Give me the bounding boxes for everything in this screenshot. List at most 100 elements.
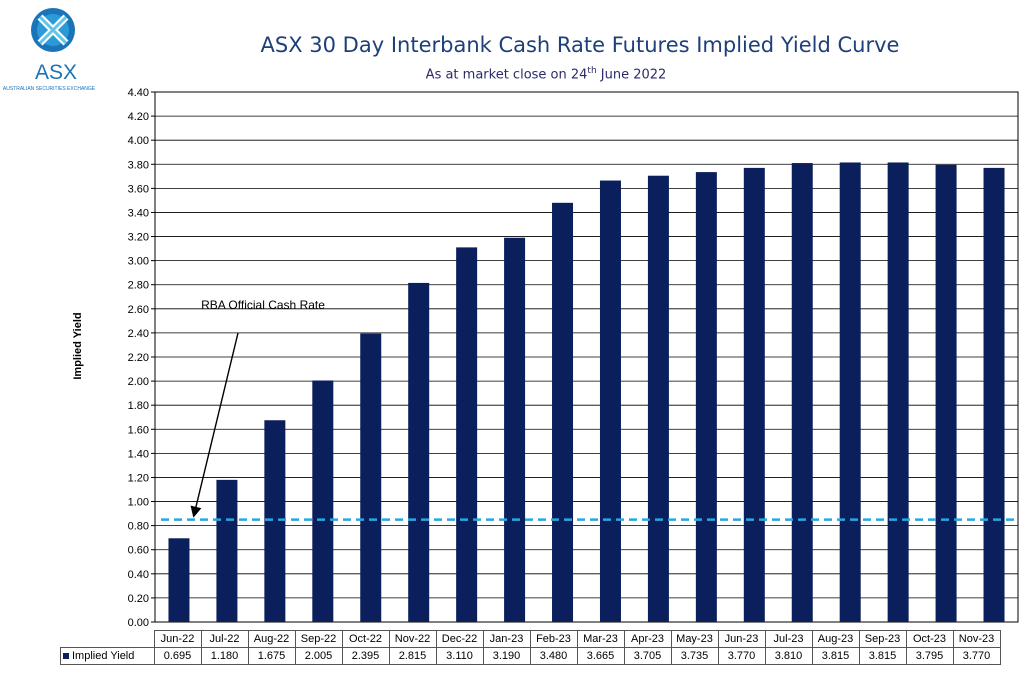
bar-nov-22 [408, 282, 430, 622]
chart-subtitle: As at market close on 24th June 2022 [150, 66, 942, 82]
y-tick-label: 2.60 [128, 304, 149, 316]
asx-logo: ASX AUSTRALIAN SECURITIES EXCHANGE [3, 8, 96, 92]
y-tick-label: 4.20 [128, 111, 149, 123]
bar-mar-23 [599, 180, 621, 622]
bar-aug-22 [264, 420, 286, 622]
data-table-value: 3.665 [576, 647, 625, 665]
bar-may-23 [695, 172, 717, 622]
gridlines [155, 115, 1018, 599]
y-tick-label: 2.20 [128, 352, 149, 364]
y-axis-ticks: 0.00 0.20 0.40 0.60 0.80 1.00 1.20 1.40 1.60 1.80… [128, 87, 155, 629]
logo-tagline: AUSTRALIAN SECURITIES EXCHANGE [3, 86, 96, 92]
legend-entry: Implied Yield [60, 647, 155, 665]
bar-dec-22 [456, 247, 478, 623]
y-tick-label: 3.00 [128, 256, 149, 268]
bar-jan-23 [504, 237, 526, 622]
legend-swatch [63, 653, 69, 660]
data-table-category: Sep-22 [294, 630, 343, 648]
data-table-category: May-23 [670, 630, 719, 648]
data-table-value: 3.770 [717, 647, 766, 665]
y-tick-label: 0.40 [128, 569, 149, 581]
y-tick-label: 3.40 [128, 207, 149, 219]
data-table-value: 3.480 [529, 647, 578, 665]
data-table-category: Jun-22 [153, 630, 202, 648]
data-table-category: Oct-23 [905, 630, 954, 648]
bar-sep-22 [312, 380, 334, 622]
logo-cross-inner [38, 15, 68, 45]
subtitle-suffix: June 2022 [596, 67, 667, 83]
data-table-value: 3.705 [623, 647, 672, 665]
y-tick-label: 0.20 [128, 593, 149, 605]
data-table-value: 3.815 [858, 647, 907, 665]
data-table-value: 2.005 [294, 647, 343, 665]
y-tick-label: 1.80 [128, 400, 149, 412]
y-tick-label: 3.60 [128, 183, 149, 195]
bar-oct-23 [935, 164, 957, 622]
data-table-value: 1.180 [200, 647, 249, 665]
chart-title: ASX 30 Day Interbank Cash Rate Futures I… [260, 33, 900, 57]
data-table-category: Jun-23 [717, 630, 766, 648]
y-tick-label: 2.80 [128, 280, 149, 292]
y-tick-label: 0.80 [128, 521, 149, 533]
bar-jun-23 [743, 167, 765, 623]
data-table-value: 0.695 [153, 647, 202, 665]
y-tick-label: 1.40 [128, 448, 149, 460]
y-tick-label: 1.60 [128, 424, 149, 436]
data-table-value: 2.395 [341, 647, 390, 665]
bar-nov-23 [983, 167, 1005, 623]
legend-label: Implied Yield [72, 650, 135, 662]
data-table-category: Dec-22 [435, 630, 484, 648]
y-tick-label: 1.00 [128, 497, 149, 509]
data-table-header-row: Jun-22 Jul-22 Aug-22 Sep-22 Oct-22 Nov-22 Dec-… [60, 630, 1001, 648]
y-tick-label: 3.20 [128, 232, 149, 244]
bar-oct-22 [360, 333, 382, 622]
annotation-arrow [190, 332, 239, 518]
bars [168, 162, 1005, 623]
y-tick-label: 0.00 [128, 617, 149, 629]
annotation-label: RBA Official Cash Rate [201, 298, 325, 312]
y-tick-label: 2.40 [128, 328, 149, 340]
data-table-value: 3.795 [905, 647, 954, 665]
data-table-value: 3.770 [952, 647, 1001, 665]
data-table-category: Jan-23 [482, 630, 531, 648]
data-table-value-row: Implied Yield 0.695 1.180 1.675 2.005 2.395 2… [60, 647, 1001, 665]
data-table-value: 3.735 [670, 647, 719, 665]
data-table-value: 3.815 [811, 647, 860, 665]
bar-feb-23 [552, 202, 574, 622]
data-table: Jun-22 Jul-22 Aug-22 Sep-22 Oct-22 Nov-22 Dec-… [60, 630, 1001, 665]
subtitle-sup: th [587, 66, 597, 76]
y-tick-label: 4.00 [128, 135, 149, 147]
data-table-category: Jul-22 [200, 630, 249, 648]
bar-apr-23 [647, 175, 669, 622]
y-tick-label: 3.80 [128, 159, 149, 171]
bar-sep-23 [887, 162, 909, 622]
data-table-category: Apr-23 [623, 630, 672, 648]
data-table-value: 2.815 [388, 647, 437, 665]
y-tick-label: 0.60 [128, 545, 149, 557]
data-table-category: Nov-22 [388, 630, 437, 648]
bar-jul-22 [216, 479, 238, 622]
data-table-category: Sep-23 [858, 630, 907, 648]
logo-wordmark: ASX [35, 61, 77, 84]
data-table-value: 3.810 [764, 647, 813, 665]
y-tick-label: 4.40 [128, 87, 149, 99]
data-table-category: Aug-23 [811, 630, 860, 648]
data-table-value: 1.675 [247, 647, 296, 665]
bar-jul-23 [791, 163, 813, 622]
y-tick-label: 1.20 [128, 472, 149, 484]
data-table-category: Mar-23 [576, 630, 625, 648]
y-axis-label: Implied Yield [72, 312, 84, 380]
bar-aug-23 [839, 162, 861, 622]
subtitle-prefix: As at market close on 24 [425, 67, 588, 83]
data-table-category: Aug-22 [247, 630, 296, 648]
bar-jun-22 [168, 538, 190, 622]
data-table-category: Oct-22 [341, 630, 390, 648]
data-table-category: Jul-23 [764, 630, 813, 648]
y-tick-label: 2.00 [128, 376, 149, 388]
data-table-corner [60, 630, 155, 648]
data-table-category: Feb-23 [529, 630, 578, 648]
data-table-value: 3.110 [435, 647, 484, 665]
data-table-category: Nov-23 [952, 630, 1001, 648]
data-table-value: 3.190 [482, 647, 531, 665]
